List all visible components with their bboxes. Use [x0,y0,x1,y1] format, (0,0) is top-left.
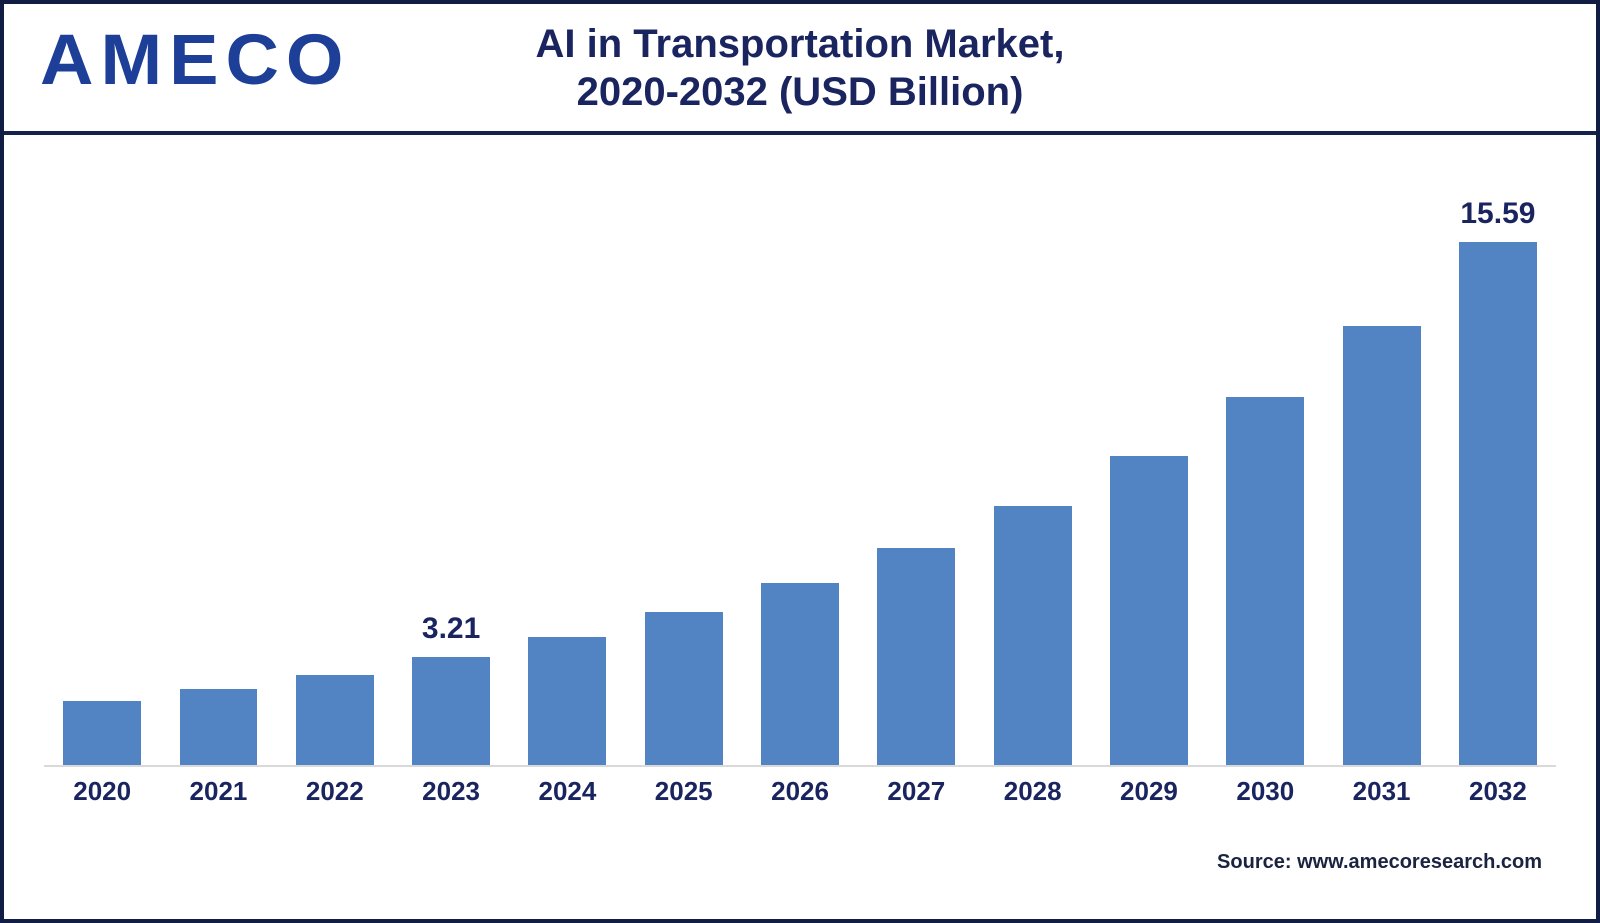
x-axis-label-2023: 2023 [422,776,481,806]
x-axis-label-2020: 2020 [73,776,132,806]
bar-group-2021 [160,135,276,765]
x-axis-label-2032: 2032 [1468,776,1527,806]
bar-2022 [295,675,374,765]
bar-group-2020 [44,135,160,765]
bar-plot: 3.21 15.59 [44,135,1556,767]
bar-group-2027 [858,135,974,765]
bar-2023 [412,657,491,765]
bar-2027 [877,548,956,765]
x-axis-label-2021: 2021 [189,776,248,806]
bar-group-2028 [975,135,1091,765]
bar-2028 [993,506,1072,765]
x-axis-label-2027: 2027 [887,776,946,806]
x-axis-labels: 2020 2021 2022 2023 2024 2025 2026 2027 2028 2029… [44,776,1556,807]
x-axis-label-2030: 2030 [1236,776,1295,806]
bar-2031 [1342,326,1421,765]
x-axis-label-2031: 2031 [1352,776,1411,806]
chart-title-line1: AI in Transportation Market, [535,22,1065,66]
bar-2020 [63,701,142,765]
header-divider [4,131,1596,135]
bar-2021 [179,689,258,765]
x-axis-label-2024: 2024 [538,776,597,806]
bar-value-label-2023: 3.21 [421,612,481,645]
bar-group-2030 [1207,135,1323,765]
x-axis-label-2025: 2025 [654,776,713,806]
x-axis-label-2026: 2026 [771,776,829,806]
bar-2029 [1110,456,1188,765]
bar-group-2022 [277,135,393,765]
bar-2032 [1458,242,1537,765]
bar-group-2029 [1091,135,1207,765]
bar-2030 [1226,397,1305,765]
header: AMECO AI in Transportation Market, 2020-… [4,4,1596,131]
bar-group-2025 [626,135,742,765]
chart-region: 3.21 15.59 2020 2021 2022 2023 2024 2025 2026 20… [44,135,1556,874]
x-axis-label-2028: 2028 [1003,776,1062,806]
bar-group-2023: 3.21 [393,135,509,765]
bar-2026 [761,583,839,765]
x-axis-label-2029: 2029 [1120,776,1178,806]
ameco-logo: AMECO [40,18,351,100]
bar-group-2026 [742,135,858,765]
chart-title: AI in Transportation Market, 2020-2032 (… [4,4,1596,116]
bar-2025 [644,612,723,765]
bar-group-2031 [1323,135,1439,765]
bar-group-2032: 15.59 [1440,135,1556,765]
chart-title-line2: 2020-2032 (USD Billion) [576,70,1024,114]
bar-value-label-2032: 15.59 [1460,197,1536,230]
x-axis-label-2022: 2022 [305,776,364,806]
bar-2024 [528,637,607,765]
bar-group-2024 [509,135,625,765]
source-credit: Source: www.amecoresearch.com [1217,851,1542,873]
